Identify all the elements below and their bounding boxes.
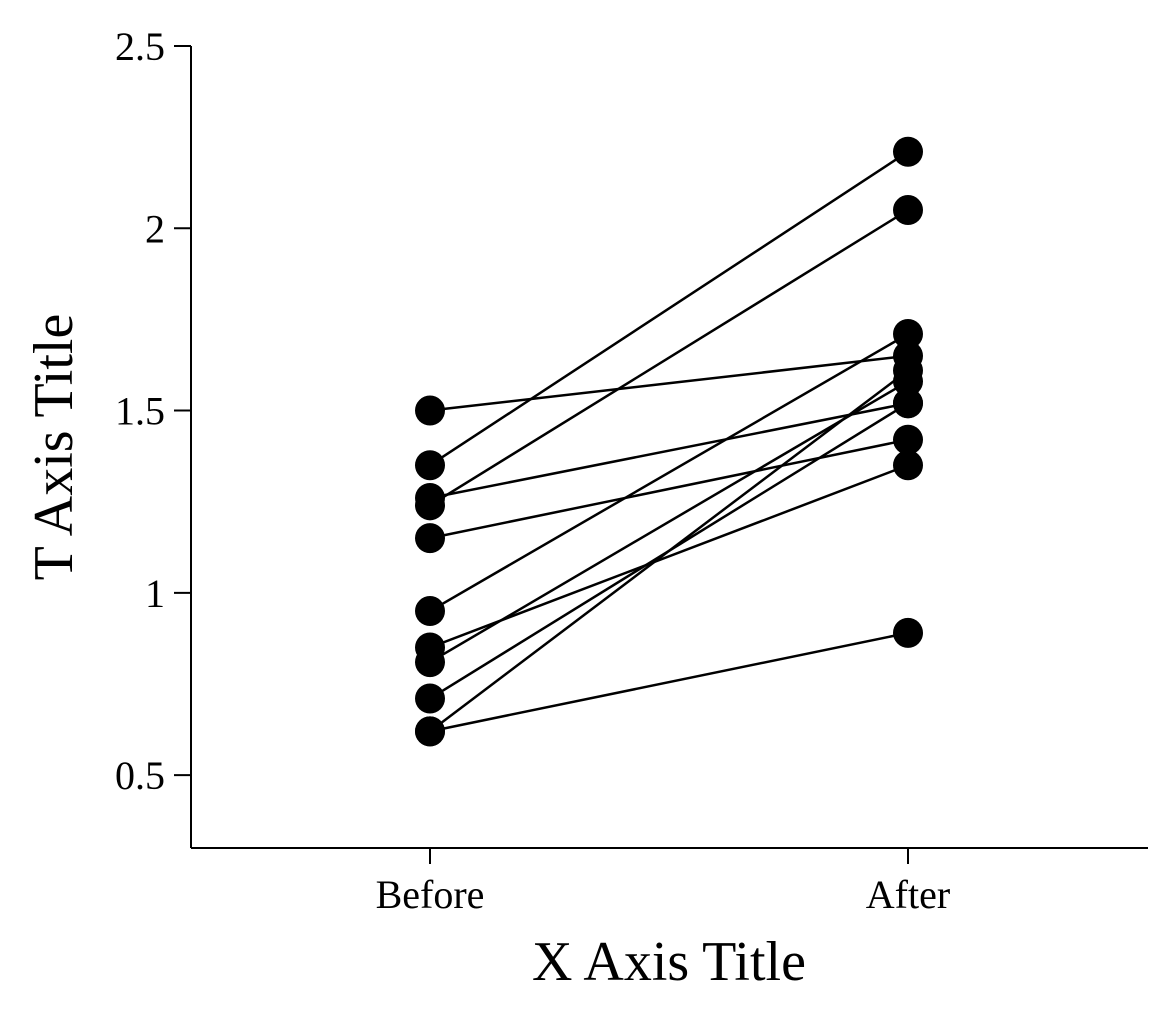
series-points <box>415 136 923 747</box>
y-tick-label: 1 <box>145 571 165 616</box>
series-line <box>429 438 909 540</box>
series-line <box>429 332 909 613</box>
data-point <box>893 617 923 648</box>
data-point <box>893 318 923 349</box>
series-line <box>429 631 909 733</box>
y-ticks: 0.5 1 1.5 2 2.5 <box>115 24 191 798</box>
series-line <box>429 380 909 664</box>
data-point <box>415 523 445 554</box>
x-ticks: Before After <box>376 848 950 917</box>
x-tick-label: Before <box>376 872 485 917</box>
data-point <box>415 716 445 747</box>
data-point <box>893 424 923 455</box>
series-lines <box>429 150 909 733</box>
data-point <box>893 388 923 419</box>
y-tick-label: 1.5 <box>115 389 165 434</box>
data-point <box>415 490 445 521</box>
series-line <box>429 354 909 412</box>
axes <box>190 46 1148 849</box>
x-tick-label: After <box>866 872 950 917</box>
x-axis-title: X Axis Title <box>532 931 806 993</box>
series-line <box>429 369 909 733</box>
data-point <box>415 596 445 627</box>
series-line <box>429 464 909 649</box>
data-point <box>893 195 923 226</box>
data-point <box>415 647 445 678</box>
series-line <box>429 402 909 500</box>
y-tick-label: 2 <box>145 206 165 251</box>
data-point <box>893 450 923 481</box>
y-tick-label: 0.5 <box>115 753 165 798</box>
data-point <box>893 136 923 167</box>
series-line <box>429 150 909 467</box>
y-axis-title: T Axis Title <box>23 314 85 581</box>
y-tick-label: 2.5 <box>115 24 165 69</box>
data-point <box>415 683 445 714</box>
data-point <box>415 450 445 481</box>
data-point <box>893 355 923 386</box>
series-layer <box>415 136 923 747</box>
data-point <box>415 395 445 426</box>
series-line <box>429 208 909 507</box>
